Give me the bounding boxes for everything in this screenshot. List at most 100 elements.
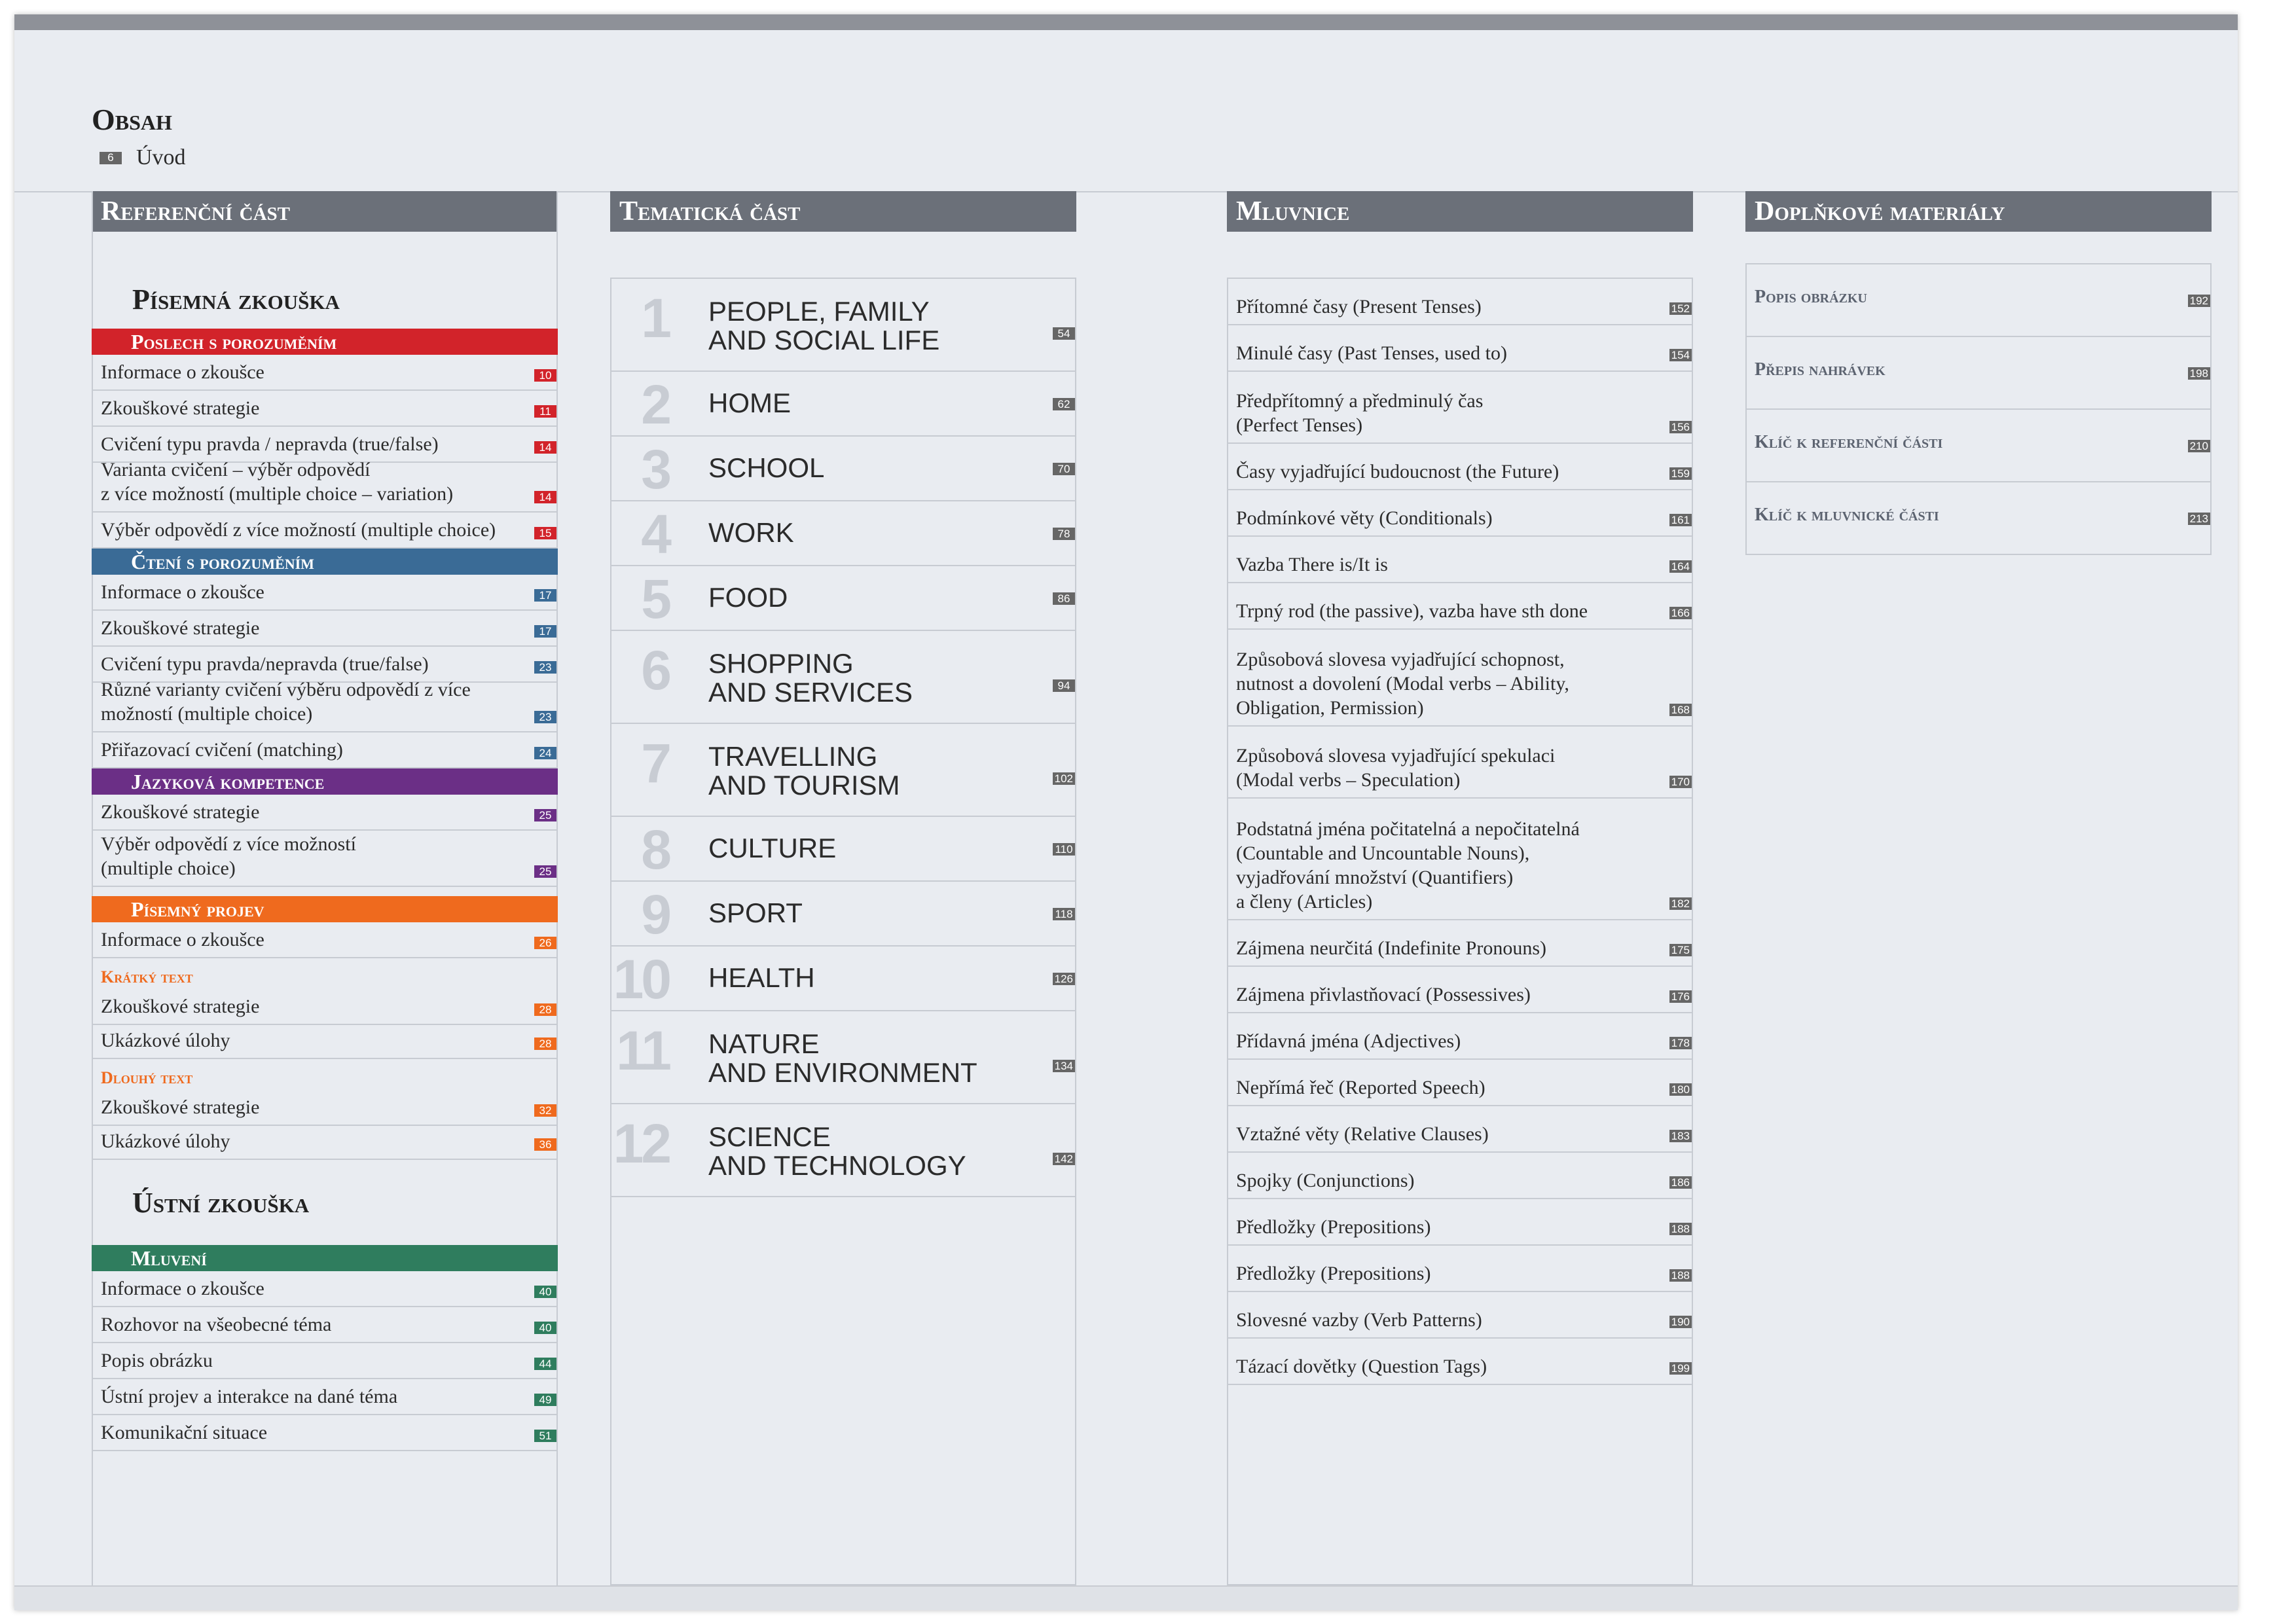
list-item[interactable]: Přiřazovací cvičení (matching) 24	[93, 732, 556, 768]
grammar-item[interactable]: Tázací dovětky (Question Tags) 199	[1228, 1339, 1692, 1385]
list-item[interactable]: Popis obrázku 44	[93, 1343, 556, 1379]
list-item[interactable]: Informace o zkoušce 26	[93, 922, 556, 958]
page-number: 23	[534, 711, 556, 723]
page-number: 126	[1052, 973, 1075, 985]
topic-row[interactable]: 2 HOME 62	[611, 372, 1075, 437]
item-label: Vztažné věty (Relative Clauses)	[1236, 1122, 1489, 1146]
page-number: 142	[1052, 1153, 1075, 1165]
list-item[interactable]: Ústní projev a interakce na dané téma 49	[93, 1379, 556, 1415]
grammar-item[interactable]: Časy vyjadřující budoucnost (the Future)…	[1228, 444, 1692, 490]
list-item[interactable]: Zkouškové strategie 11	[93, 391, 556, 427]
item-label-line: Zájmena přivlastňovací (Possessives)	[1236, 984, 1531, 1005]
list-item[interactable]: Komunikační situace 51	[93, 1415, 556, 1451]
item-label-line: možností (multiple choice)	[101, 703, 313, 725]
grammar-item[interactable]: Slovesné vazby (Verb Patterns) 190	[1228, 1292, 1692, 1339]
topic-row[interactable]: 7 TRAVELLING AND TOURISM 102	[611, 724, 1075, 817]
list-item[interactable]: Informace o zkoušce 17	[93, 575, 556, 611]
topic-title-line: SCHOOL	[708, 452, 825, 483]
grammar-item[interactable]: Vztažné věty (Relative Clauses) 183	[1228, 1106, 1692, 1153]
extra-item[interactable]: Popis obrázku 192	[1747, 264, 2210, 337]
list-item[interactable]: Zkouškové strategie 32	[93, 1092, 556, 1126]
page-number: 44	[534, 1358, 556, 1370]
item-label-line: Různé varianty cvičení výběru odpovědí z…	[101, 679, 471, 700]
grammar-item[interactable]: Předložky (Prepositions) 188	[1228, 1199, 1692, 1246]
grammar-item[interactable]: Předložky (Prepositions) 188	[1228, 1246, 1692, 1292]
topic-row[interactable]: 9 SPORT 118	[611, 882, 1075, 947]
item-label-line: Zkouškové strategie	[101, 801, 260, 823]
topic-title: SCIENCE AND TECHNOLOGY	[708, 1123, 966, 1180]
list-item[interactable]: Varianta cvičení – výběr odpovědí z více …	[93, 459, 556, 513]
page-number: 210	[2187, 440, 2210, 452]
list-item[interactable]: Ukázkové úlohy 28	[93, 1025, 556, 1059]
list-item[interactable]: Cvičení typu pravda/nepravda (true/false…	[93, 647, 556, 683]
extra-item[interactable]: Klíč k mluvnické části 213	[1747, 482, 2210, 555]
list-item[interactable]: Různé varianty cvičení výběru odpovědí z…	[93, 679, 556, 732]
list-item[interactable]: Výběr odpovědí z více možností (multiple…	[93, 513, 556, 549]
grammar-item[interactable]: Spojky (Conjunctions) 186	[1228, 1153, 1692, 1199]
grammar-item[interactable]: Způsobová slovesa vyjadřující schopnost,…	[1228, 630, 1692, 727]
item-label: Popis obrázku	[1755, 287, 1867, 307]
intro-label: Úvod	[136, 145, 186, 170]
list-item[interactable]: Zkouškové strategie 25	[93, 795, 556, 831]
grammar-item[interactable]: Vazba There is/It is 164	[1228, 537, 1692, 583]
grammar-item[interactable]: Předpřítomný a předminulý čas (Perfect Te…	[1228, 372, 1692, 444]
grammar-item[interactable]: Zájmena přivlastňovací (Possessives) 176	[1228, 967, 1692, 1013]
topic-row[interactable]: 4 WORK 78	[611, 501, 1075, 566]
page-number: 188	[1669, 1269, 1692, 1282]
grammar-item[interactable]: Podstatná jména počitatelná a nepočitate…	[1228, 799, 1692, 920]
topic-row[interactable]: 1 PEOPLE, FAMILY AND SOCIAL LIFE 54	[611, 279, 1075, 372]
item-label-line: Zkouškové strategie	[101, 996, 260, 1017]
list-item[interactable]: Zkouškové strategie 28	[93, 991, 556, 1025]
grammar-item[interactable]: Podmínkové věty (Conditionals) 161	[1228, 490, 1692, 537]
grammar-item[interactable]: Zájmena neurčitá (Indefinite Pronouns) 17…	[1228, 920, 1692, 967]
list-item[interactable]: Informace o zkoušce 10	[93, 355, 556, 391]
topic-title: SPORT	[708, 899, 803, 928]
item-label: Zájmena neurčitá (Indefinite Pronouns)	[1236, 936, 1546, 960]
list-item[interactable]: Informace o zkoušce 40	[93, 1271, 556, 1307]
topic-row[interactable]: 8 CULTURE 110	[611, 817, 1075, 882]
list-item[interactable]: Zkouškové strategie 17	[93, 611, 556, 647]
grammar-item[interactable]: Přídavná jména (Adjectives) 178	[1228, 1013, 1692, 1060]
grammar-item[interactable]: Přítomné časy (Present Tenses) 152	[1228, 279, 1692, 325]
list-item[interactable]: Cvičení typu pravda / nepravda (true/fal…	[93, 427, 556, 463]
item-label: Způsobová slovesa vyjadřující schopnost,…	[1236, 647, 1569, 720]
page-number: 17	[534, 625, 556, 638]
item-label: Informace o zkoušce	[101, 580, 264, 604]
topic-row[interactable]: 5 FOOD 86	[611, 566, 1075, 631]
page-number: 17	[534, 589, 556, 602]
list-item[interactable]: Výběr odpovědí z více možností (multiple …	[93, 831, 556, 887]
item-label: Popis obrázku	[101, 1348, 213, 1373]
grammar-item[interactable]: Minulé časy (Past Tenses, used to) 154	[1228, 325, 1692, 372]
topic-row[interactable]: 6 SHOPPING AND SERVICES 94	[611, 631, 1075, 724]
item-label: Zkouškové strategie	[101, 994, 259, 1019]
topic-row[interactable]: 3 SCHOOL 70	[611, 437, 1075, 501]
item-label-line: nutnost a dovolení (Modal verbs – Abilit…	[1236, 673, 1569, 695]
topic-row[interactable]: 11 NATURE AND ENVIRONMENT 134	[611, 1011, 1075, 1104]
item-label-line: Rozhovor na všeobecné téma	[101, 1314, 332, 1335]
grammar-item[interactable]: Způsobová slovesa vyjadřující spekulaci(…	[1228, 727, 1692, 799]
item-label: Přiřazovací cvičení (matching)	[101, 738, 343, 762]
grammar-column: Přítomné časy (Present Tenses) 152 Minulé …	[1227, 278, 1693, 1585]
intro-entry[interactable]: 6 Úvod	[100, 145, 186, 170]
page: Obsah 6 Úvod Referenční část Tematická č…	[14, 14, 2238, 1610]
page-number: 24	[534, 747, 556, 759]
list-item[interactable]: Rozhovor na všeobecné téma 40	[93, 1307, 556, 1343]
item-label-line: a členy (Articles)	[1236, 891, 1373, 912]
grammar-item[interactable]: Trpný rod (the passive), vazba have sth …	[1228, 583, 1692, 630]
page-number: 168	[1669, 704, 1692, 716]
item-label: Tázací dovětky (Question Tags)	[1236, 1354, 1487, 1379]
grammar-item[interactable]: Nepřímá řeč (Reported Speech) 180	[1228, 1060, 1692, 1106]
extra-item[interactable]: Přepis nahrávek 198	[1747, 337, 2210, 410]
reference-column: Písemná zkouška Poslech s porozuměním Info…	[92, 191, 558, 1585]
page-number: 36	[534, 1138, 556, 1151]
item-label-line: Zkouškové strategie	[101, 1096, 260, 1118]
topic-row[interactable]: 10 HEALTH 126	[611, 947, 1075, 1011]
extra-item[interactable]: Klíč k referenční části 210	[1747, 410, 2210, 482]
topic-row[interactable]: 12 SCIENCE AND TECHNOLOGY 142	[611, 1104, 1075, 1197]
section-header: Poslech s porozuměním	[92, 329, 558, 355]
list-item[interactable]: Ukázkové úlohy 36	[93, 1126, 556, 1160]
item-label: Přítomné časy (Present Tenses)	[1236, 295, 1482, 319]
item-label: Informace o zkoušce	[101, 360, 264, 384]
item-label-line: Ukázkové úlohy	[101, 1030, 230, 1051]
topic-title: SHOPPING AND SERVICES	[708, 649, 913, 707]
